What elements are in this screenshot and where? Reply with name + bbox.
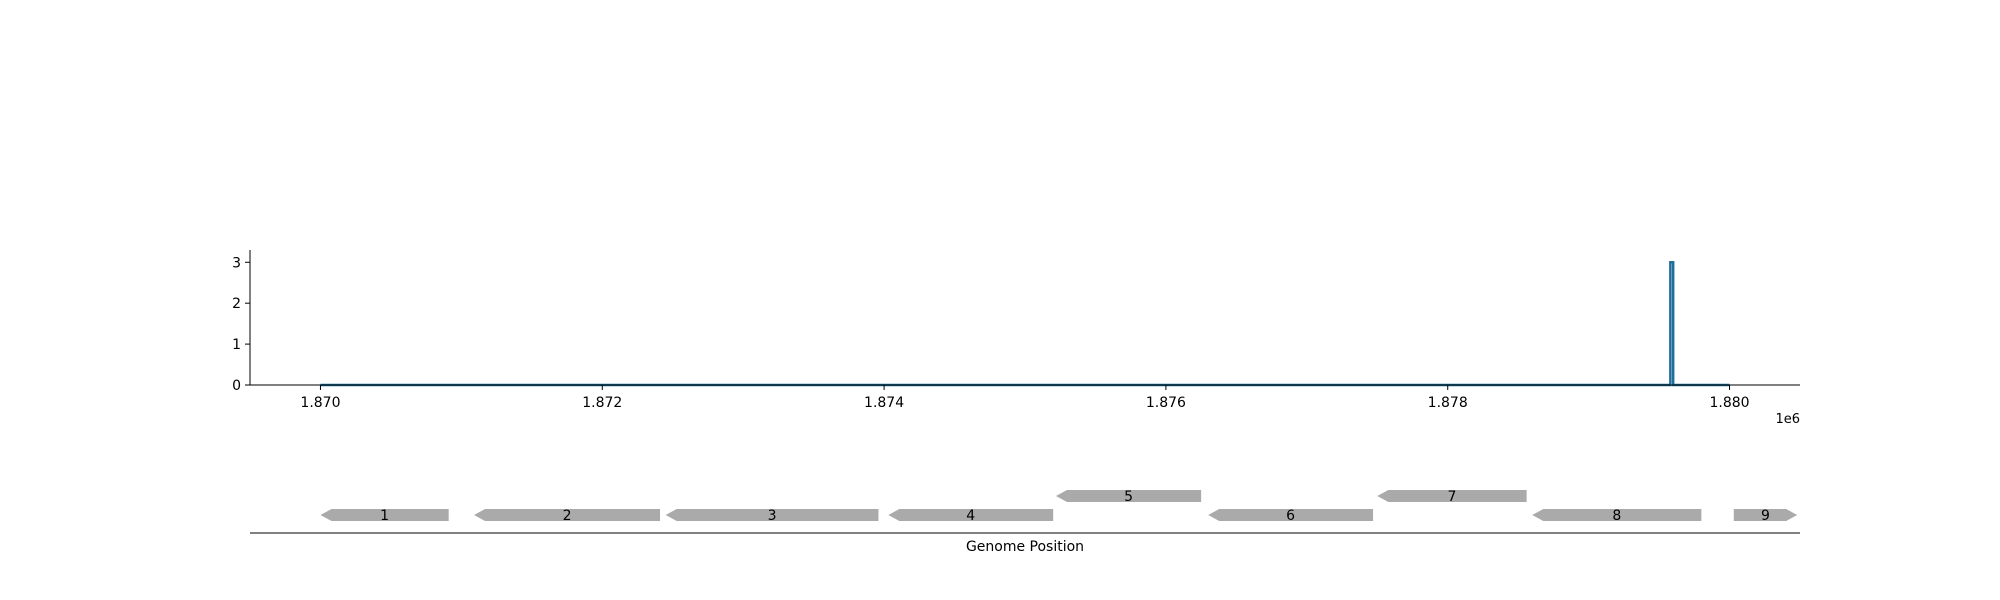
- gene-label: 6: [1286, 508, 1295, 524]
- y-tick-label: 0: [232, 378, 241, 394]
- gene-label: 8: [1612, 508, 1621, 524]
- y-tick-label: 2: [232, 296, 241, 312]
- gene-label: 2: [563, 508, 572, 524]
- gene-label: 9: [1761, 508, 1770, 524]
- gene-label: 4: [966, 508, 975, 524]
- gene-label: 1: [380, 508, 389, 524]
- gene-label: 7: [1447, 489, 1456, 505]
- x-tick-label: 1.874: [864, 395, 904, 411]
- gene-label: 3: [768, 508, 777, 524]
- x-tick-label: 1.872: [582, 395, 622, 411]
- x-tick-label: 1.880: [1709, 395, 1749, 411]
- gene-arrow: [888, 509, 1054, 521]
- x-tick-label: 1.876: [1146, 395, 1186, 411]
- x-tick-label: 1.870: [300, 395, 340, 411]
- gene-layer: 1 2 3 4 5 6 7 8 9: [320, 489, 1798, 524]
- y-axis-ticks: 0 1 2 3: [232, 255, 250, 394]
- gene-arrow: [1733, 509, 1798, 521]
- series-layer: [320, 261, 1730, 387]
- gene-arrow: [320, 509, 449, 521]
- x-tick-label: 1.878: [1428, 395, 1468, 411]
- gene-label: 5: [1124, 489, 1133, 505]
- coverage-line: [320, 261, 1730, 387]
- gene-arrow: [1377, 490, 1527, 502]
- x-axis-ticks: 1.870 1.872 1.874 1.876 1.878 1.880: [300, 385, 1750, 411]
- gene-arrow: [1208, 509, 1374, 521]
- gene-arrow: [474, 509, 661, 521]
- y-tick-label: 1: [232, 337, 241, 353]
- gene-arrow: [1056, 490, 1202, 502]
- coverage-plot: 1.870 1.872 1.874 1.876 1.878 1.880 0 1 2 3 1e6: [232, 250, 1800, 427]
- x-axis-label: Genome Position: [966, 539, 1084, 555]
- x-offset-label: 1e6: [1775, 412, 1800, 427]
- y-tick-label: 3: [232, 255, 241, 271]
- gene-track: 1 2 3 4 5 6 7 8 9 Genome Position: [250, 489, 1800, 555]
- gene-arrow: [1532, 509, 1702, 521]
- gene-arrow: [665, 509, 879, 521]
